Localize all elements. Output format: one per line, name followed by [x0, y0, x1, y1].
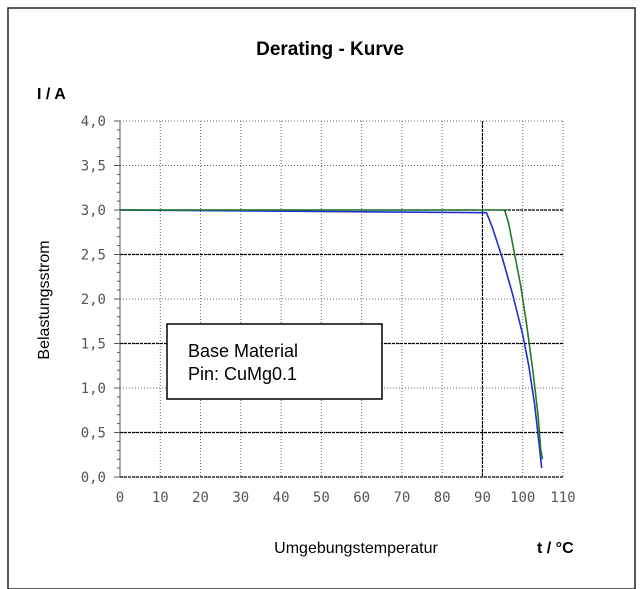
y-tick-label-5: 2,5	[81, 248, 106, 264]
x-tick-label-10: 10	[152, 490, 169, 506]
y-tick-label-1: 0,5	[81, 426, 106, 442]
x-tick-label-50: 50	[313, 490, 330, 506]
y-tick-label-0: 0,0	[81, 470, 106, 486]
x-tick-label-30: 30	[232, 490, 249, 506]
x-tick-label-60: 60	[353, 490, 370, 506]
y-tick-label-4: 2,0	[81, 292, 106, 308]
series	[119, 209, 544, 469]
series-line-1	[119, 209, 543, 469]
y-tick-label-2: 1,0	[81, 381, 106, 397]
y-axis-label: Belastungsstrom	[36, 240, 53, 359]
y-tick-label-7: 3,5	[81, 159, 106, 175]
x-tick-label-20: 20	[192, 490, 209, 506]
y-tick-label-6: 3,0	[81, 203, 106, 219]
x-tick-label-40: 40	[273, 490, 290, 506]
chart-title: Derating - Kurve	[256, 39, 404, 60]
x-tick-label-80: 80	[434, 490, 451, 506]
annotation-box: Base Material Pin: CuMg0.1	[166, 323, 383, 400]
series-line-2	[120, 209, 544, 460]
annotation-border	[166, 323, 383, 400]
y-unit-label: I / A	[37, 86, 66, 103]
x-tick-label-0: 0	[116, 490, 124, 506]
x-unit-label: t / °C	[537, 540, 574, 557]
y-tick-label-8: 4,0	[81, 114, 106, 130]
annotation-line-2: Pin: CuMg0.1	[188, 364, 297, 384]
x-tick-label-70: 70	[393, 490, 410, 506]
x-tick-label-100: 100	[510, 490, 535, 506]
tick-labels: 0 10 20 30 40 50 60 70 80 90 100 110 0,0 0,5 1,0 1,5 2,0…	[81, 114, 576, 506]
axes	[114, 120, 121, 478]
y-tick-label-3: 1,5	[81, 337, 106, 353]
x-tick-label-90: 90	[474, 490, 491, 506]
x-tick-label-110: 110	[550, 490, 575, 506]
x-axis-label: Umgebungstemperatur	[274, 540, 438, 557]
annotation-line-1: Base Material	[188, 341, 298, 361]
